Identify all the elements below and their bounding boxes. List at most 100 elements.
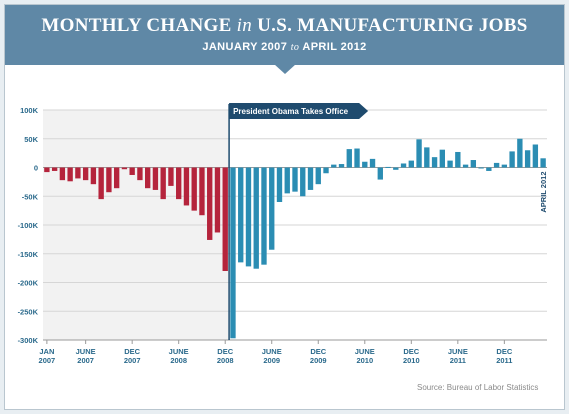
bar [214,167,221,233]
bar [369,158,376,168]
chart-subtitle: JANUARY 2007 to APRIL 2012 [202,41,367,53]
bar [269,167,275,250]
bar [129,167,135,175]
x-tick-label-year: 2007 [77,356,94,365]
bar [238,167,244,263]
bar [447,160,453,168]
bar [98,167,104,200]
bar [501,164,508,168]
bar [315,167,321,185]
bar [106,167,112,193]
bar [455,151,461,168]
x-tick-label-year: 2010 [403,356,420,365]
bar [191,167,197,211]
bar [540,158,546,168]
bar [424,147,430,168]
bar [346,149,352,168]
bar [230,167,236,339]
end-date-label: APRIL 2012 [539,172,548,213]
bar [338,164,345,168]
bar [145,167,151,189]
bar [362,161,368,168]
bar [292,167,298,192]
y-tick-label: -250K [18,307,39,316]
y-tick-label: 0 [34,164,38,173]
x-tick-label-month: DEC [310,347,326,356]
bar [493,162,500,168]
bar [152,167,159,190]
bar [400,163,407,168]
bar [300,167,306,197]
bar [44,167,50,173]
x-tick-label-month: DEC [496,347,512,356]
x-tick-label-month: DEC [403,347,419,356]
bar-chart: 100K 50K 0 -50K -100K -150K -200K -250K -300KJAN… [18,103,548,365]
x-tick-label-year: 2009 [263,356,280,365]
x-tick-label-year: 2008 [170,356,187,365]
y-tick-label: -300K [18,336,39,345]
bar [486,167,492,171]
bar [222,167,228,271]
bar [393,167,399,170]
x-tick-label-year: 2011 [496,356,512,365]
bar [176,167,182,200]
x-tick-label-month: JUNE [169,347,189,356]
y-tick-label: -100K [18,221,39,230]
inauguration-flag [229,103,369,119]
y-tick-label: 100K [20,106,39,115]
bar [462,164,469,168]
bar [207,167,213,240]
header-pointer [274,64,296,74]
x-tick-label-year: 2007 [124,356,141,365]
bar [439,149,445,168]
bar [478,167,484,169]
bar [385,166,391,168]
bar [331,164,337,168]
y-tick-label: 50K [24,135,38,144]
x-tick-label-year: 2009 [310,356,327,365]
bar [517,138,523,168]
chart-header: MONTHLY CHANGE in U.S. MANUFACTURING JOB… [5,5,564,65]
bar [261,167,267,265]
bar [245,167,252,267]
bar [323,167,329,174]
x-tick-label-year: 2007 [39,356,56,365]
y-tick-label: -150K [18,250,39,259]
bar [354,148,360,168]
y-tick-label: -200K [18,279,39,288]
x-tick-label-year: 2011 [450,356,466,365]
bar [276,167,283,202]
bar [284,167,290,194]
bar [121,167,128,170]
bar [67,167,73,182]
bar [160,167,166,200]
bar [509,151,515,168]
bar [51,167,58,171]
bar [532,144,539,168]
bar [307,167,314,190]
bar [377,167,383,180]
bar [408,160,414,168]
x-tick-label-month: JAN [39,347,54,356]
x-tick-label-month: DEC [124,347,140,356]
x-tick-label-month: JUNE [262,347,282,356]
bar [75,167,81,179]
x-tick-label-month: JUNE [448,347,468,356]
y-tick-label: -50K [22,192,39,201]
x-tick-label-month: DEC [217,347,233,356]
bar [90,167,97,185]
x-tick-label-year: 2010 [356,356,373,365]
chart-frame: MONTHLY CHANGE in U.S. MANUFACTURING JOB… [4,4,565,410]
bar [431,157,438,168]
bar [113,167,120,189]
bar [253,167,259,269]
bar [59,167,66,181]
source-note: Source: Bureau of Labor Statistics [417,383,539,392]
x-tick-label-month: JUNE [76,347,96,356]
bar [168,167,174,186]
bar [137,167,143,181]
inauguration-label: President Obama Takes Office [233,107,349,116]
bar [524,150,531,168]
bar [416,139,422,168]
x-tick-label-year: 2008 [217,356,234,365]
